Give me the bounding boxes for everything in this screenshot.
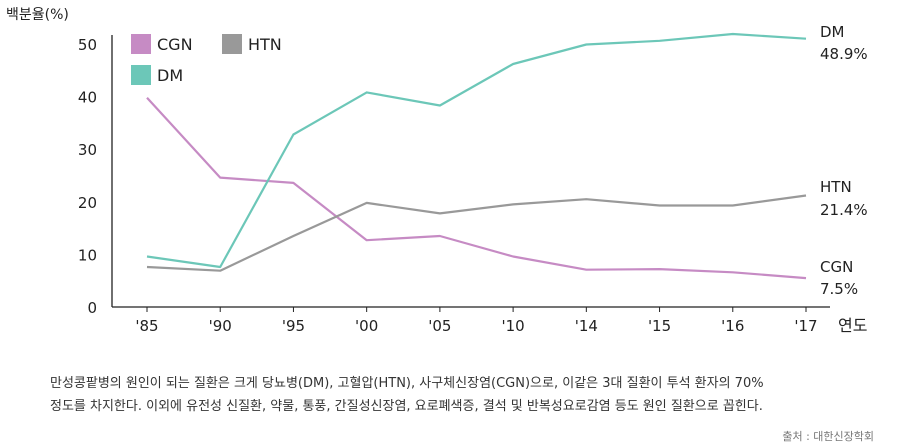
- line-chart: 백분율(%) 0 10 20 30 40 50 '85 '90 '95 '00 '05 '10 '14…: [6, 7, 868, 335]
- x-tick-label: '17: [794, 317, 817, 335]
- x-axis-title: 연도: [838, 316, 867, 335]
- x-tick-label: '16: [721, 317, 744, 335]
- chart-caption: 만성콩팥병의 원인이 되는 질환은 크게 당뇨병(DM), 고혈압(HTN), …: [50, 372, 870, 418]
- y-axis-ticks: 0 10 20 30 40 50: [78, 36, 97, 317]
- x-tick-label: '90: [209, 317, 232, 335]
- y-tick-label: 30: [78, 141, 97, 159]
- end-value-cgn: 7.5%: [820, 280, 858, 298]
- series-line-htn: [146, 194, 807, 272]
- legend-swatch-htn: [222, 34, 242, 54]
- x-tick-label: '95: [282, 317, 305, 335]
- caption-line-1: 만성콩팥병의 원인이 되는 질환은 크게 당뇨병(DM), 고혈압(HTN), …: [50, 376, 764, 391]
- x-tick-label: '15: [648, 317, 671, 335]
- legend-label-htn: HTN: [248, 35, 282, 54]
- legend-swatch-dm: [131, 65, 151, 85]
- end-label-htn: HTN: [820, 178, 852, 196]
- caption-line-2: 정도를 차지한다. 이외에 유전성 신질환, 약물, 통풍, 간질성신장염, 요…: [50, 399, 763, 414]
- series-line-cgn: [146, 96, 807, 280]
- y-tick-label: 50: [78, 36, 97, 54]
- x-tick-label: '10: [502, 317, 525, 335]
- legend-label-cgn: CGN: [157, 35, 193, 54]
- x-tick-label: '00: [355, 317, 378, 335]
- x-tick-label: '14: [575, 317, 598, 335]
- legend-swatch-cgn: [131, 34, 151, 54]
- end-value-dm: 48.9%: [820, 45, 868, 63]
- end-label-cgn: CGN: [820, 258, 853, 276]
- source-note: 출처 : 대한신장학회: [782, 430, 874, 443]
- end-label-dm: DM: [820, 23, 845, 41]
- end-value-htn: 21.4%: [820, 201, 868, 219]
- x-tick-label: '05: [428, 317, 451, 335]
- y-tick-label: 20: [78, 194, 97, 212]
- y-axis-title: 백분율(%): [6, 7, 69, 23]
- legend: CGN HTN DM: [131, 34, 282, 85]
- series-end-labels: CGN 7.5% HTN 21.4% DM 48.9%: [820, 23, 868, 298]
- series-line-dm: [146, 32, 807, 269]
- legend-label-dm: DM: [157, 66, 183, 85]
- series-lines: [146, 32, 807, 280]
- y-tick-label: 10: [78, 246, 97, 264]
- y-tick-label: 0: [87, 299, 97, 317]
- x-axis-ticks: '85 '90 '95 '00 '05 '10 '14 '15 '16 '17: [135, 307, 818, 335]
- y-tick-label: 40: [78, 89, 97, 107]
- x-tick-label: '85: [135, 317, 158, 335]
